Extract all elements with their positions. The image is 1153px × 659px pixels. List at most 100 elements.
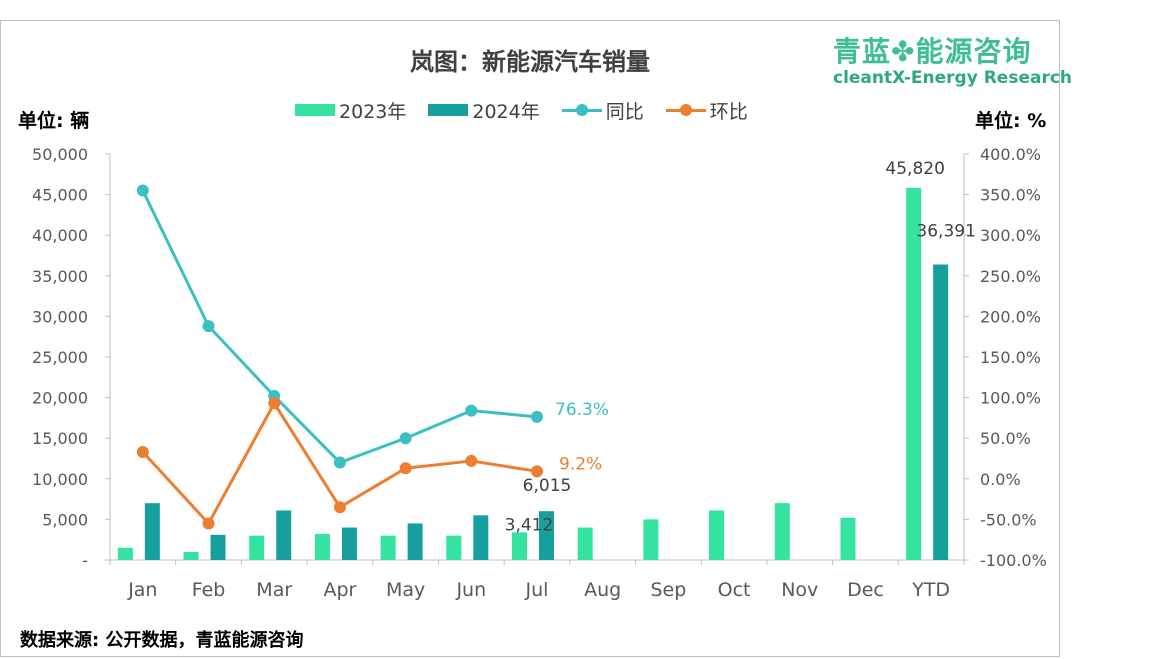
legend-label-mom: 环比 bbox=[709, 100, 748, 123]
left-tick-label: 50,000 bbox=[32, 145, 88, 164]
clover-icon: ✤ bbox=[891, 35, 916, 68]
bar-2023 bbox=[117, 547, 133, 560]
left-tick-label: 35,000 bbox=[32, 267, 88, 286]
x-tick-label: Nov bbox=[781, 579, 818, 601]
left-tick-label: 20,000 bbox=[32, 389, 88, 408]
legend-item-2024: 2024年 bbox=[428, 97, 540, 124]
yoy-point bbox=[531, 410, 543, 423]
legend-item-2023: 2023年 bbox=[295, 97, 406, 124]
brand-logo-en: cleantX-Energy Research bbox=[833, 68, 1073, 88]
chart-legend: 2023年 2024年 同比 环比 bbox=[295, 97, 770, 124]
bar-2023 bbox=[643, 519, 659, 560]
right-tick-label: 400.0% bbox=[980, 145, 1041, 164]
bar-2023 bbox=[774, 503, 790, 560]
legend-swatch-2024 bbox=[428, 104, 469, 116]
bar-2024 bbox=[144, 503, 160, 560]
legend-swatch-2023 bbox=[295, 104, 335, 116]
left-tick-label: 45,000 bbox=[32, 186, 88, 205]
mom-point bbox=[136, 446, 149, 459]
mom-point bbox=[268, 397, 281, 410]
chart-title: 岚图：新能源汽车销量 bbox=[410, 48, 650, 76]
bar-2023 bbox=[840, 517, 856, 560]
right-tick-label: -100.0% bbox=[980, 551, 1047, 570]
x-tick-label: May bbox=[386, 579, 425, 601]
left-axis-unit: 单位: 辆 bbox=[18, 110, 90, 132]
left-tick-label: 30,000 bbox=[32, 307, 88, 326]
chart-frame bbox=[0, 20, 1060, 657]
right-axis-unit: 单位: % bbox=[975, 110, 1047, 132]
x-tick-label: Feb bbox=[192, 579, 226, 601]
legend-swatch-yoy bbox=[561, 103, 602, 117]
bar-data-label-ytd-2024: 36,391 bbox=[916, 222, 975, 242]
x-tick-label: Jul bbox=[525, 579, 549, 601]
right-tick-label: 0.0% bbox=[980, 470, 1021, 489]
right-tick-label: 100.0% bbox=[980, 389, 1041, 408]
legend-item-mom: 环比 bbox=[665, 97, 748, 124]
x-tick-label: YTD bbox=[911, 579, 950, 601]
legend-swatch-mom bbox=[665, 103, 706, 117]
mom-point bbox=[202, 517, 215, 530]
left-tick-label: 5,000 bbox=[42, 510, 88, 529]
right-tick-label: 200.0% bbox=[980, 307, 1041, 326]
bar-2023 bbox=[314, 534, 330, 560]
x-tick-label: Dec bbox=[847, 579, 884, 601]
right-tick-label: 250.0% bbox=[980, 267, 1041, 286]
mom-point bbox=[465, 454, 478, 467]
left-tick-label: 15,000 bbox=[32, 429, 88, 448]
left-tick-label: 25,000 bbox=[32, 348, 88, 367]
bar-data-label-jul-2024: 6,015 bbox=[523, 476, 572, 496]
bar-data-label-ytd-2023: 45,820 bbox=[885, 159, 944, 179]
legend-item-yoy: 同比 bbox=[561, 97, 644, 124]
brand-name-left: 青蓝 bbox=[833, 35, 892, 68]
brand-logo-cn: 青蓝✤能源咨询 bbox=[833, 30, 1032, 70]
x-tick-label: Jun bbox=[455, 579, 486, 601]
bar-2023 bbox=[709, 510, 725, 560]
right-tick-label: 150.0% bbox=[980, 348, 1041, 367]
x-tick-label: Oct bbox=[718, 579, 751, 601]
bar-2024 bbox=[407, 523, 423, 560]
bar-2023 bbox=[577, 527, 593, 560]
mom-point bbox=[399, 462, 412, 475]
mom-data-label: 9.2% bbox=[559, 454, 602, 474]
data-source-note: 数据来源: 公开数据，青蓝能源咨询 bbox=[20, 630, 304, 651]
bar-2023 bbox=[512, 532, 527, 560]
legend-label-2023: 2023年 bbox=[339, 100, 407, 123]
bar-2023 bbox=[906, 187, 922, 561]
bar-2024 bbox=[341, 527, 357, 560]
brand-name-right: 能源咨询 bbox=[915, 35, 1032, 68]
yoy-point bbox=[333, 456, 346, 469]
bar-2024 bbox=[473, 515, 489, 560]
yoy-point bbox=[202, 320, 215, 333]
bar-2024 bbox=[933, 264, 949, 560]
left-tick-label: 40,000 bbox=[32, 226, 88, 245]
x-tick-label: Jan bbox=[127, 579, 157, 601]
mom-point bbox=[531, 465, 543, 478]
legend-label-yoy: 同比 bbox=[605, 100, 644, 123]
x-tick-label: Aug bbox=[584, 579, 621, 601]
x-tick-label: Apr bbox=[323, 579, 356, 601]
yoy-data-label: 76.3% bbox=[555, 400, 609, 420]
bar-2024 bbox=[539, 511, 554, 560]
right-tick-label: 50.0% bbox=[980, 429, 1031, 448]
left-tick-label: - bbox=[82, 551, 88, 570]
x-tick-label: Sep bbox=[650, 579, 686, 601]
x-tick-label: Mar bbox=[256, 579, 292, 601]
left-tick-label: 10,000 bbox=[32, 470, 88, 489]
yoy-point bbox=[399, 432, 412, 445]
yoy-point bbox=[136, 184, 149, 197]
bar-2023 bbox=[446, 535, 462, 560]
mom-point bbox=[333, 501, 346, 514]
bar-2024 bbox=[210, 534, 226, 560]
right-tick-label: 350.0% bbox=[980, 186, 1041, 205]
yoy-point bbox=[465, 404, 478, 417]
bar-2023 bbox=[380, 535, 396, 560]
bar-2023 bbox=[183, 551, 199, 560]
yoy-line bbox=[141, 189, 538, 465]
bar-data-label-jul-2023: 3,412 bbox=[505, 515, 554, 535]
right-tick-label: 300.0% bbox=[980, 226, 1041, 245]
legend-label-2024: 2024年 bbox=[472, 100, 540, 123]
bar-2023 bbox=[249, 535, 265, 560]
right-tick-label: -50.0% bbox=[980, 510, 1037, 529]
bar-2024 bbox=[276, 510, 292, 560]
